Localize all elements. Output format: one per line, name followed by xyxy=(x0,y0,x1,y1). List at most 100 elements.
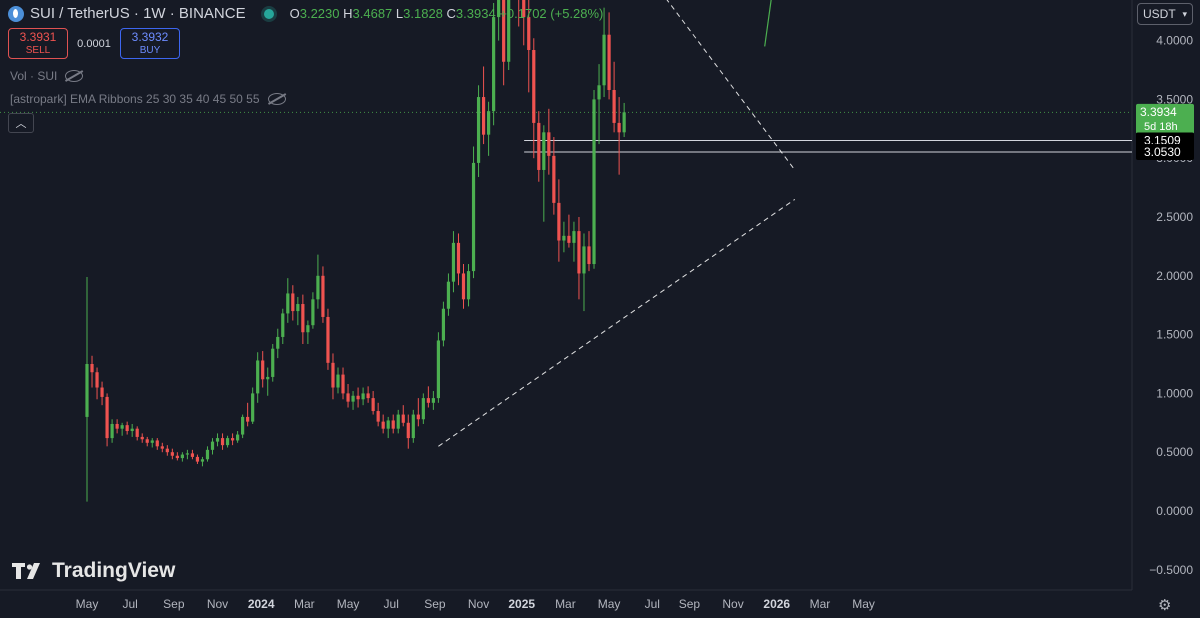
x-tick-label: Sep xyxy=(424,597,446,611)
candle xyxy=(266,367,270,396)
y-tick-label: 1.0000 xyxy=(1156,386,1193,400)
bar-countdown-label: 5d 18h xyxy=(1144,121,1178,133)
candle xyxy=(426,386,430,408)
candle-body xyxy=(140,436,144,440)
candle-body xyxy=(602,34,606,86)
candle xyxy=(205,446,210,462)
ema-ribbons-indicator[interactable]: [astropark] EMA Ribbons 25 30 35 40 45 5… xyxy=(10,92,286,106)
candle-body xyxy=(487,111,491,135)
candle-body xyxy=(215,438,220,442)
candle xyxy=(557,179,561,262)
candle xyxy=(220,433,225,450)
triangle-trendline[interactable] xyxy=(438,198,796,447)
candle xyxy=(301,294,305,345)
candle xyxy=(160,442,164,453)
candle-body xyxy=(145,439,149,443)
candle xyxy=(336,367,340,394)
candle-body xyxy=(421,398,425,420)
triangle-trendline[interactable] xyxy=(574,0,796,171)
symbol-title[interactable]: SUI / TetherUS · 1W · BINANCE xyxy=(30,5,246,22)
candle-body xyxy=(356,395,360,400)
candle xyxy=(115,419,119,434)
candle xyxy=(135,426,139,441)
candle xyxy=(215,433,220,447)
candle-body xyxy=(406,422,410,439)
candle xyxy=(246,402,250,427)
candle xyxy=(386,416,390,439)
candle-body xyxy=(587,246,591,265)
candle xyxy=(532,38,536,159)
candle xyxy=(100,381,104,406)
candle xyxy=(487,101,491,156)
gear-icon[interactable]: ⚙ xyxy=(1158,597,1172,614)
x-tick-label: Mar xyxy=(810,597,831,611)
candle-body xyxy=(326,316,330,363)
candle-body xyxy=(522,0,526,18)
buy-button[interactable]: 3.3932 BUY xyxy=(120,28,180,59)
candle-body xyxy=(481,97,486,135)
candle xyxy=(261,351,265,388)
candle-body xyxy=(622,112,626,133)
candle-body xyxy=(190,453,195,457)
candle-body xyxy=(577,231,581,274)
candle xyxy=(577,217,581,300)
currency-select[interactable]: USDT ▾ xyxy=(1137,3,1193,25)
candle xyxy=(140,433,144,443)
candle-body xyxy=(125,425,129,432)
candle xyxy=(346,383,350,408)
projection-arrow[interactable] xyxy=(764,0,825,47)
candle-body xyxy=(115,423,119,429)
candle-body xyxy=(557,202,561,241)
last-price-label: 3.3934 xyxy=(1140,105,1177,119)
candle xyxy=(125,421,129,435)
sell-button[interactable]: 3.3931 SELL xyxy=(8,28,68,59)
collapse-indicators-button[interactable]: ︿ xyxy=(8,113,34,133)
candle-body xyxy=(266,376,270,380)
candle-body xyxy=(286,293,290,314)
candle xyxy=(391,414,395,434)
x-tick-label: Jul xyxy=(384,597,399,611)
y-tick-label: 2.0000 xyxy=(1156,269,1193,283)
candle xyxy=(251,387,255,424)
candle xyxy=(476,85,481,178)
candle-body xyxy=(537,122,541,170)
candle-body xyxy=(251,393,255,422)
x-tick-label: Sep xyxy=(679,597,701,611)
candle xyxy=(225,435,230,448)
candle-body xyxy=(276,336,280,349)
candle-body xyxy=(416,414,420,420)
candle xyxy=(461,264,466,309)
hide-eye-icon[interactable] xyxy=(267,93,286,105)
y-tick-label: 1.5000 xyxy=(1156,328,1193,342)
candle xyxy=(542,125,546,222)
x-tick-label: May xyxy=(598,597,621,611)
candle xyxy=(502,0,506,86)
candle-body xyxy=(185,453,189,455)
candle xyxy=(331,353,335,400)
candle-body xyxy=(411,414,415,439)
candle-body xyxy=(200,459,205,462)
candle xyxy=(587,231,591,272)
volume-indicator[interactable]: Vol · SUI xyxy=(10,69,84,83)
candle-body xyxy=(316,275,320,300)
price-change: +0.1702 (+5.28%) xyxy=(499,6,604,21)
candle-body xyxy=(607,34,611,90)
candle-body xyxy=(386,420,390,429)
currency-label: USDT xyxy=(1143,7,1176,21)
candle xyxy=(130,423,134,437)
candle-body xyxy=(597,85,601,100)
x-tick-label: Sep xyxy=(163,597,185,611)
candle xyxy=(341,367,345,400)
candle xyxy=(170,448,174,460)
tradingview-logo[interactable]: TradingView xyxy=(12,559,175,583)
candle xyxy=(592,89,596,269)
candle xyxy=(446,273,451,316)
candle-body xyxy=(105,396,109,439)
hide-eye-icon[interactable] xyxy=(65,70,84,82)
candle-body xyxy=(441,308,446,341)
candle-body xyxy=(507,0,511,62)
candle xyxy=(356,387,360,408)
symbol-header: SUI / TetherUS · 1W · BINANCE O3.2230 H3… xyxy=(8,5,603,22)
candle xyxy=(481,66,486,145)
